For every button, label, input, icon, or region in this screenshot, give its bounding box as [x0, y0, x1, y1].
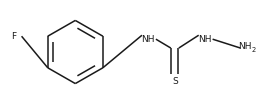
Text: F: F: [11, 32, 16, 41]
Text: NH: NH: [238, 42, 251, 51]
Text: 2: 2: [251, 47, 255, 53]
Text: NH: NH: [198, 35, 211, 44]
Text: S: S: [172, 77, 178, 86]
Text: NH: NH: [141, 35, 155, 44]
